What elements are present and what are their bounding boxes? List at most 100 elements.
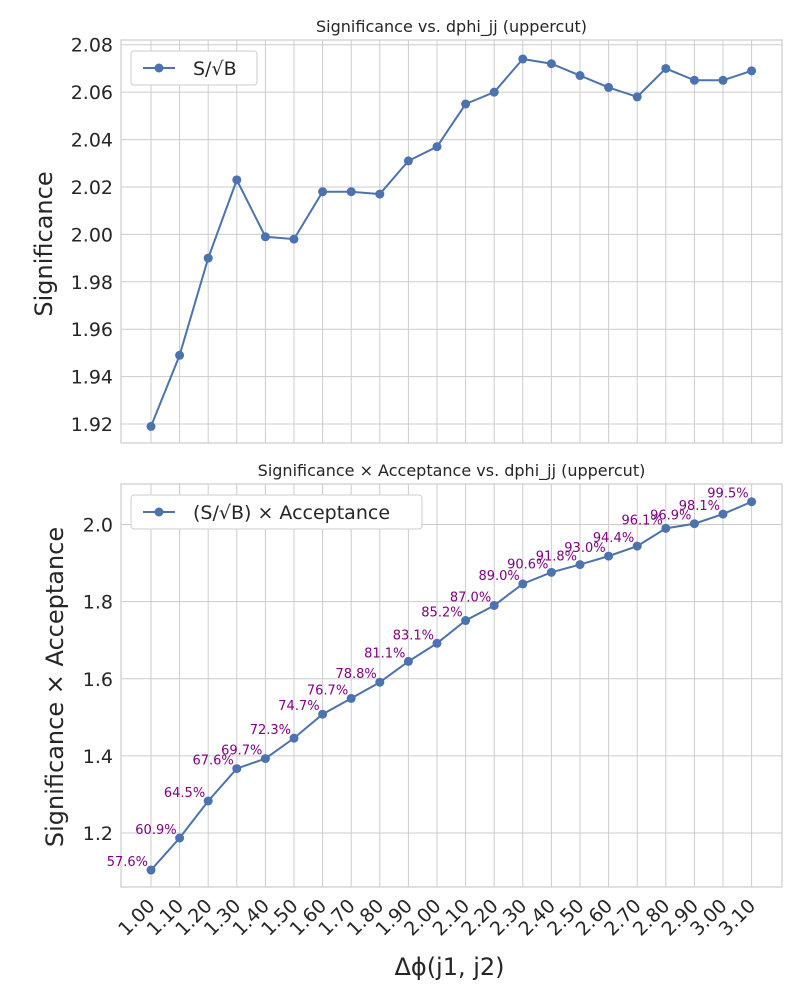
data-label: 57.6% [107, 855, 148, 870]
data-point [747, 497, 757, 507]
data-point [718, 509, 728, 519]
y-tick-label: 2.04 [71, 130, 113, 152]
y-tick-label: 2.08 [71, 35, 113, 57]
data-label: 96.1% [621, 513, 662, 528]
y-axis-label: Significance × Acceptance [41, 527, 69, 847]
plot-frame [120, 39, 783, 444]
data-point [146, 865, 156, 875]
data-point [146, 421, 156, 431]
x-axis-label: Δϕ(j1, j2) [394, 953, 504, 981]
data-point [489, 600, 499, 610]
y-tick-label: 2.02 [71, 177, 113, 199]
data-point [203, 796, 213, 806]
data-point [718, 75, 728, 85]
data-point [260, 754, 270, 764]
data-point [232, 764, 242, 774]
y-axis-label: Significance [30, 171, 58, 316]
data-point [575, 560, 585, 570]
data-point [518, 54, 528, 64]
legend-box [130, 494, 423, 530]
chart-panel-2: 1.2 1.4 1.6 1.8 2.0 Significance × Acceptance… [41, 461, 783, 981]
data-point [289, 733, 299, 743]
data-point [546, 59, 556, 69]
data-label: 64.5% [164, 786, 205, 801]
chart-title: Significance vs. dphi_jj (uppercut) [316, 17, 587, 37]
data-point [403, 156, 413, 166]
data-point [604, 82, 614, 92]
chart-panel-1: 1.92 1.94 1.96 1.98 2.00 2.02 2.04 2.06 2.08 Sign… [30, 17, 783, 444]
data-point [175, 350, 185, 360]
plot-frame [120, 483, 783, 888]
data-point [403, 656, 413, 666]
y-tick-label: 1.98 [71, 272, 113, 294]
data-label: 85.2% [421, 606, 462, 621]
data-label: 96.9% [650, 509, 691, 524]
legend-marker-swatch [154, 63, 164, 73]
data-point [175, 833, 185, 843]
data-label: 74.7% [278, 699, 319, 714]
data-point [432, 638, 442, 648]
legend-entry: S/√B [193, 58, 237, 80]
data-point [575, 71, 585, 81]
data-label: 98.1% [679, 499, 720, 514]
y-tick-label: 1.92 [71, 414, 113, 436]
data-point [375, 677, 385, 687]
data-point [203, 253, 213, 263]
data-point [232, 175, 242, 185]
data-label: 87.0% [450, 590, 491, 605]
y-tick-label: 1.94 [71, 367, 113, 389]
data-point [632, 541, 642, 551]
data-label: 91.8% [536, 550, 577, 565]
data-label: 89.0% [478, 569, 519, 584]
data-point [489, 87, 499, 97]
data-point [604, 551, 614, 561]
series-line [150, 500, 752, 871]
y-tick-label: 2.0 [83, 514, 113, 536]
data-point [661, 523, 671, 533]
data-point [518, 579, 528, 589]
data-label: 69.7% [221, 744, 262, 759]
y-tick-label: 1.8 [83, 592, 113, 614]
data-point [461, 99, 471, 109]
data-point [289, 234, 299, 244]
data-point [689, 519, 699, 529]
data-point [375, 189, 385, 199]
y-tick-label: 2.00 [71, 224, 113, 246]
y-tick-label: 1.4 [83, 746, 113, 768]
chart-title: Significance × Acceptance vs. dphi_jj (u… [258, 461, 646, 481]
data-label: 72.3% [250, 723, 291, 738]
data-point [546, 567, 556, 577]
series-line [150, 57, 752, 427]
data-point [318, 187, 328, 197]
data-label: 99.5% [707, 487, 748, 502]
data-label: 93.0% [564, 541, 605, 556]
y-tick-label: 1.6 [83, 669, 113, 691]
y-tick-label: 1.96 [71, 319, 113, 341]
data-point [260, 232, 270, 242]
data-point [346, 187, 356, 197]
grid-panel-2 [121, 484, 782, 887]
data-label: 94.4% [593, 531, 634, 546]
legend-box [130, 50, 258, 86]
data-point [661, 63, 671, 73]
data-point [318, 709, 328, 719]
data-label: 60.9% [135, 823, 176, 838]
legend-marker-swatch [154, 507, 164, 517]
data-point [747, 66, 757, 76]
data-label: 78.8% [335, 667, 376, 682]
data-point [346, 693, 356, 703]
data-label: 83.1% [393, 628, 434, 643]
y-tick-label: 2.06 [71, 82, 113, 104]
legend-entry: (S/√B) × Acceptance [193, 502, 390, 524]
y-tick-label: 1.2 [83, 823, 113, 845]
grid-panel-1 [121, 40, 782, 443]
data-point [432, 142, 442, 152]
data-label: 67.6% [192, 754, 233, 769]
data-label: 81.1% [364, 646, 405, 661]
data-point [689, 75, 699, 85]
data-label: 76.7% [307, 683, 348, 698]
data-point [632, 92, 642, 102]
data-label: 90.6% [507, 557, 548, 572]
